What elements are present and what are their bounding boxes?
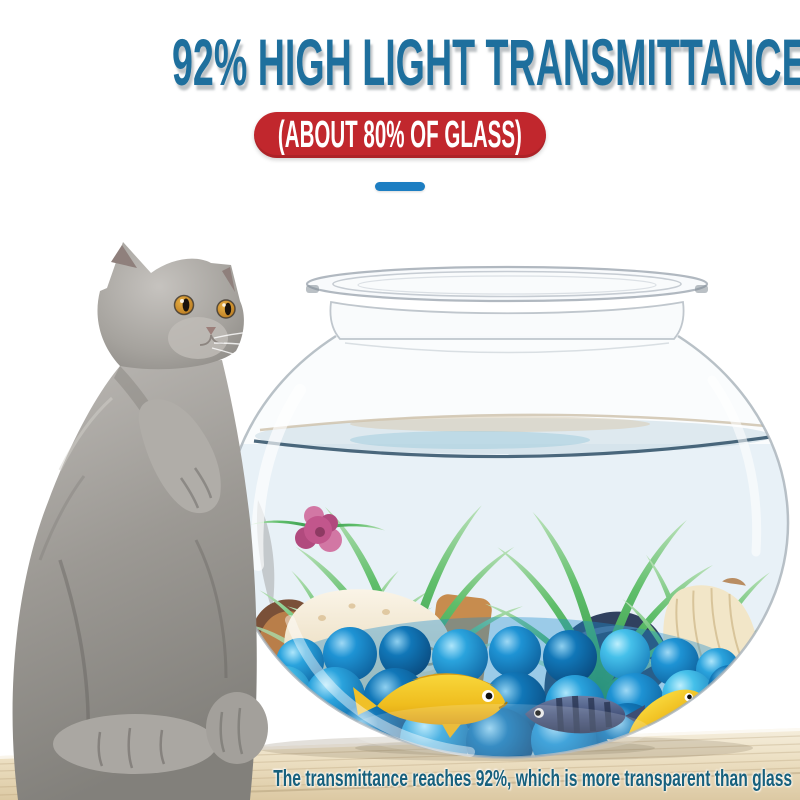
glass-fishbowl	[224, 265, 790, 759]
blue-dash-icon	[375, 182, 425, 191]
subtitle-badge-label: (ABOUT 80% OF GLASS)	[278, 113, 522, 156]
blue-striped-fish	[525, 695, 645, 734]
glass	[224, 265, 790, 759]
headline: 92% HIGH LIGHT TRANSMITTANCE	[172, 25, 800, 99]
footer-tagline: The transmittance reaches 92%, which is …	[273, 765, 792, 791]
grey-cat	[12, 242, 268, 800]
yellow-fish-large	[353, 673, 508, 738]
water-line	[253, 413, 771, 459]
subtitle-badge: (ABOUT 80% OF GLASS)	[254, 112, 546, 158]
pink-flower	[250, 504, 386, 552]
